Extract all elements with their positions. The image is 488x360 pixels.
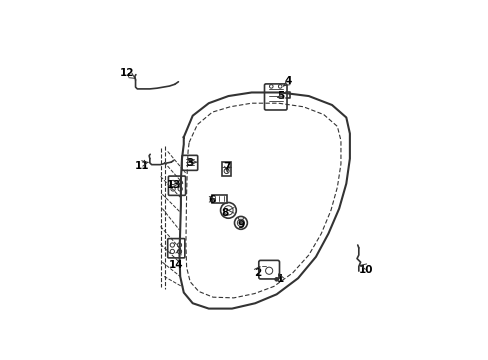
Text: 7: 7 bbox=[223, 162, 230, 172]
Text: 9: 9 bbox=[237, 220, 244, 230]
Text: 4: 4 bbox=[284, 76, 291, 86]
Bar bbox=[212, 195, 226, 203]
Text: 12: 12 bbox=[120, 68, 134, 78]
Text: 13: 13 bbox=[166, 180, 181, 190]
Text: 10: 10 bbox=[358, 265, 372, 275]
FancyBboxPatch shape bbox=[258, 260, 279, 279]
Text: 8: 8 bbox=[221, 208, 228, 218]
FancyBboxPatch shape bbox=[182, 156, 197, 170]
Text: 1: 1 bbox=[276, 274, 283, 284]
FancyBboxPatch shape bbox=[167, 239, 184, 258]
Text: 14: 14 bbox=[168, 260, 183, 270]
Text: 6: 6 bbox=[207, 195, 215, 205]
Text: 3: 3 bbox=[186, 158, 193, 168]
Text: 11: 11 bbox=[134, 161, 148, 171]
FancyBboxPatch shape bbox=[168, 176, 185, 195]
Bar bbox=[222, 162, 230, 176]
FancyBboxPatch shape bbox=[264, 84, 286, 110]
Circle shape bbox=[274, 278, 278, 281]
Text: 5: 5 bbox=[277, 91, 284, 101]
Text: 2: 2 bbox=[253, 268, 261, 278]
